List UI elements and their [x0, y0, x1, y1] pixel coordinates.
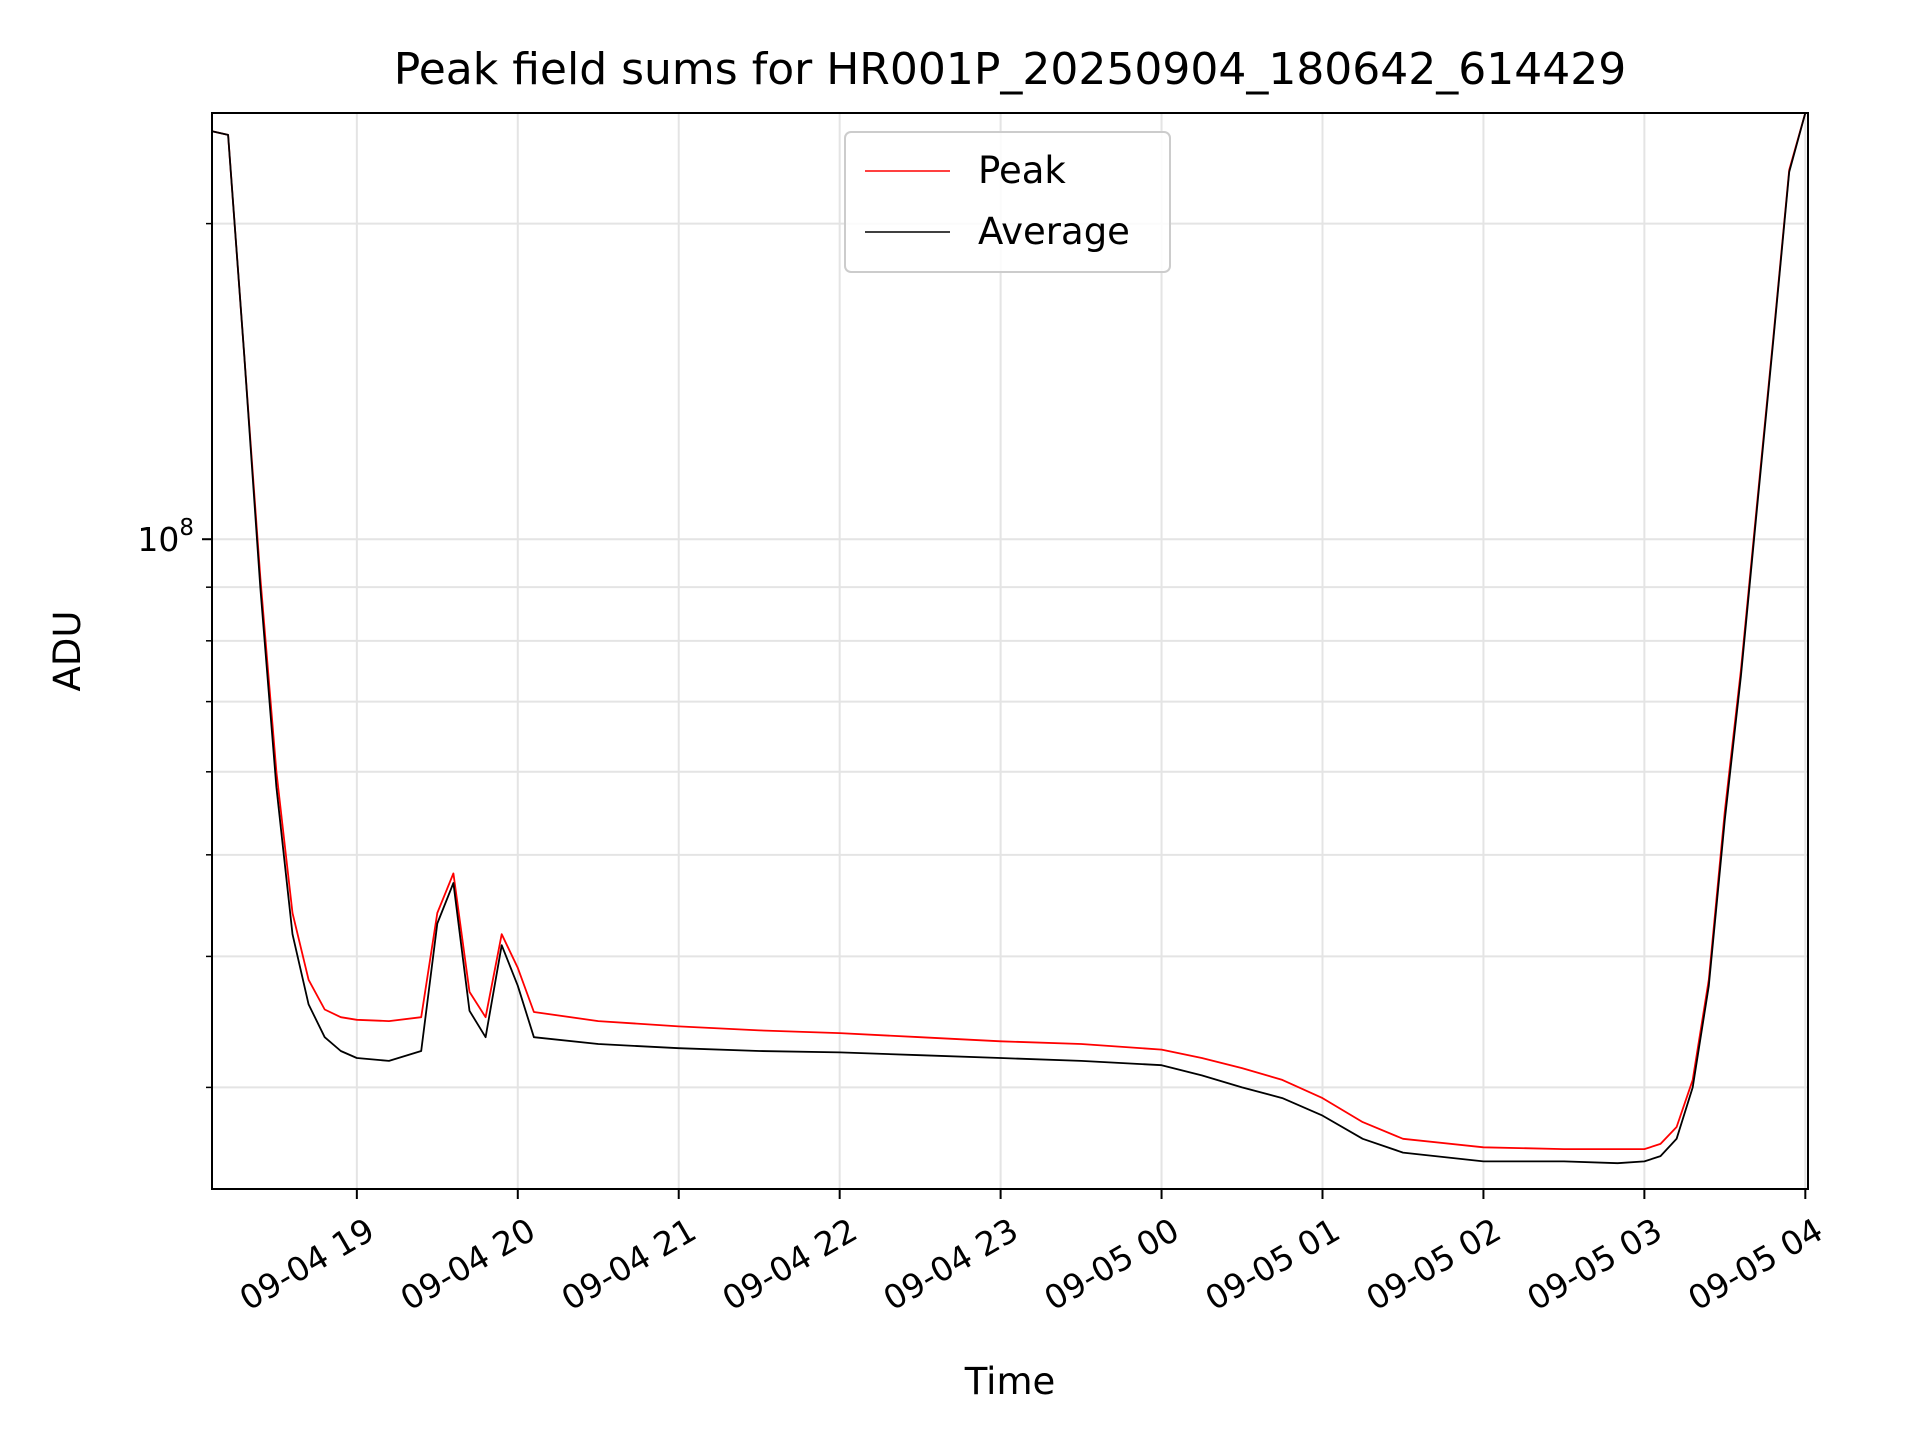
grid-lines	[212, 113, 1808, 1189]
plot-series	[211, 112, 1807, 1165]
chart-title: Peak field sums for HR001P_20250904_1806…	[394, 44, 1627, 95]
series-peak-line	[211, 112, 1807, 1150]
y-tick-label: 108	[137, 515, 194, 559]
legend-average-label: Average	[978, 210, 1130, 253]
legend-peak-label: Peak	[978, 149, 1066, 192]
legend-box	[844, 131, 1171, 273]
y-axis-label: ADU	[46, 611, 89, 692]
series-average-line	[211, 112, 1807, 1165]
plot-frame	[211, 112, 1809, 1190]
x-axis-label: Time	[964, 1360, 1056, 1403]
legend: Peak Average	[844, 131, 1171, 273]
